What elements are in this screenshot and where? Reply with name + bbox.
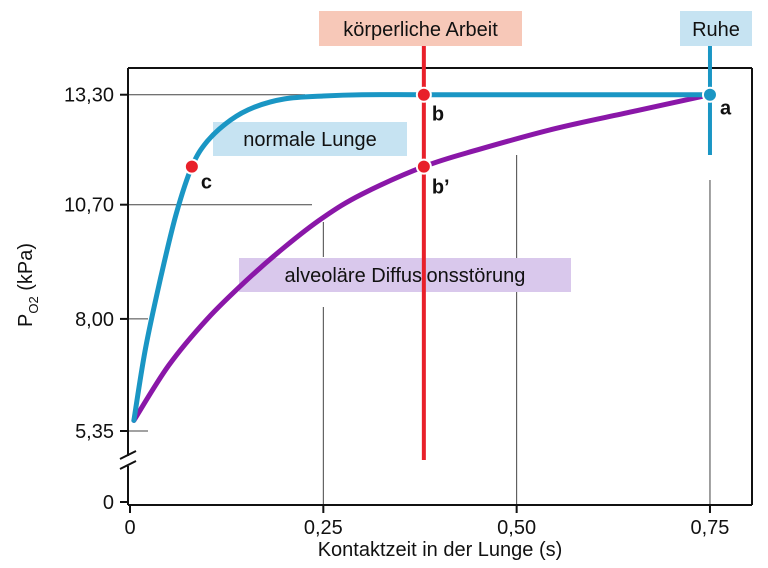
point-label: a (720, 98, 732, 120)
x-tick-label: 0,25 (304, 517, 343, 539)
grid-lines (128, 94, 711, 505)
marker-tag-label: körperliche Arbeit (343, 19, 498, 41)
point-label: b (432, 104, 444, 126)
point-a (701, 86, 718, 103)
marker-tag-box (680, 11, 752, 46)
y-axis-title-text: PO2 (kPa) (15, 243, 41, 327)
x-tick-label: 0 (124, 517, 135, 539)
axis-break-mark (119, 450, 137, 460)
series-tag-label: alveoläre Diffusionsstörung (285, 265, 526, 287)
point-b-prime (415, 158, 432, 175)
marker-lines: körperliche Arbeit Ruhe (319, 11, 752, 460)
series-line-diffusionsstoerung (131, 92, 713, 423)
series-tag-box (239, 258, 571, 292)
point-b (415, 86, 432, 103)
y-tick-label: 5,35 (75, 421, 114, 443)
axis-labels: Kontaktzeit in der Lunge (s) PO2 (kPa) (15, 243, 562, 561)
y-tick-label: 8,00 (75, 309, 114, 331)
x-axis-title: Kontaktzeit in der Lunge (s) (318, 539, 563, 561)
series-line-normale-lunge (131, 92, 713, 423)
point-label: b’ (432, 177, 450, 199)
x-tick-label: 0,50 (497, 517, 536, 539)
x-tick-label: 0,75 (691, 517, 730, 539)
marker-tag-box (319, 11, 522, 46)
point-label: c (201, 172, 212, 194)
y-tick-label: 13,30 (64, 85, 114, 107)
y-axis-title: PO2 (kPa) (15, 243, 41, 327)
series-tag-label: normale Lunge (243, 129, 376, 151)
y-tick-label: 0 (103, 492, 114, 514)
data-points: a b b’ c (183, 86, 732, 199)
series-tag-box (213, 122, 407, 156)
axis-break-mark (119, 460, 137, 470)
point-c (183, 158, 200, 175)
series-lines (131, 92, 713, 423)
marker-tag-label: Ruhe (692, 19, 740, 41)
label-tags: normale Lunge alveoläre Diffusionsstörung (213, 122, 571, 292)
axes: 0 5,35 8,00 10,70 13,30 0 0,25 0,50 0,75 (64, 67, 753, 539)
y-tick-label: 10,70 (64, 195, 114, 217)
